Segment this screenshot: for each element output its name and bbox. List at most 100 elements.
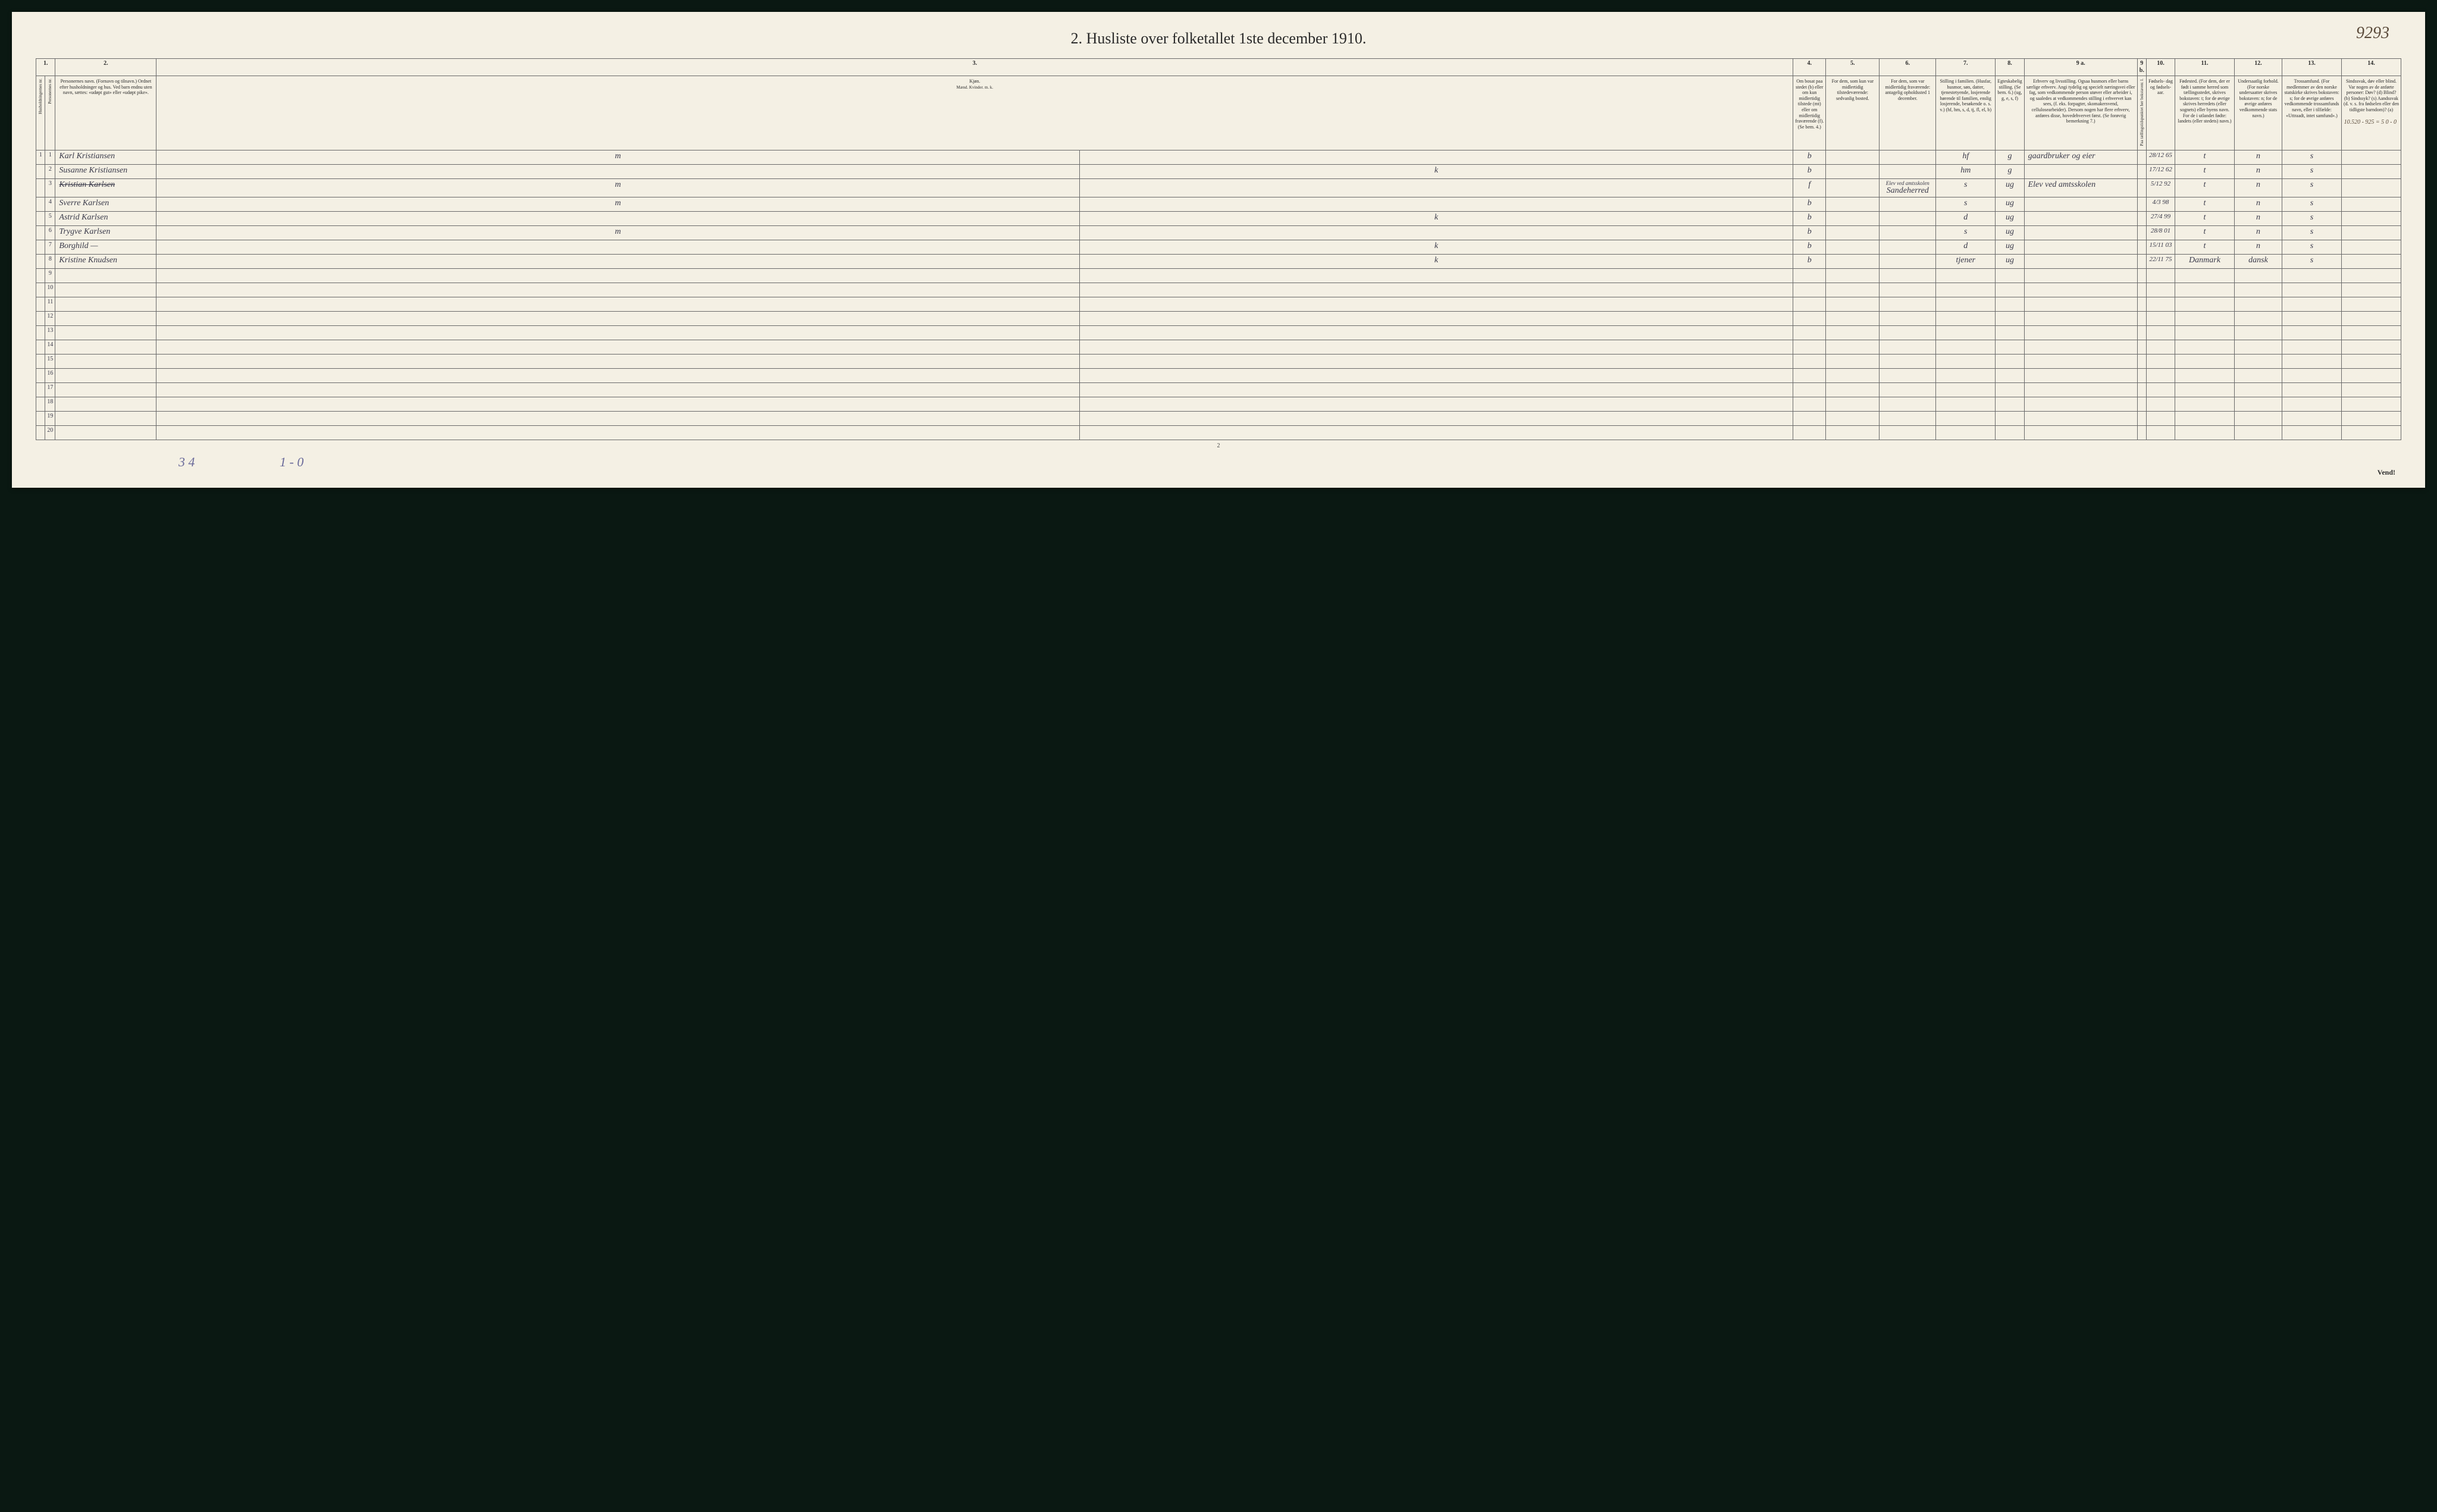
cell-c10: 28/8 01 bbox=[2147, 225, 2175, 240]
cell-c14 bbox=[2342, 150, 2401, 164]
page-number-handwritten: 9293 bbox=[2356, 24, 2389, 43]
cell-hnr bbox=[36, 425, 45, 440]
header-fodsel: Fødsels- dag og fødsels- aar. bbox=[2147, 76, 2175, 150]
cell-bosat: b bbox=[1793, 254, 1826, 268]
cell-c13: s bbox=[2282, 225, 2342, 240]
cell-name bbox=[55, 411, 156, 425]
cell-pnr: 12 bbox=[45, 311, 55, 325]
table-row-empty: 11 bbox=[36, 297, 2401, 311]
cell-c7: tjener bbox=[1936, 254, 1996, 268]
header-stilling-familie: Stilling i familien. (Husfar, husmor, sø… bbox=[1936, 76, 1996, 150]
cell-name bbox=[55, 297, 156, 311]
col-num-10: 10. bbox=[2147, 59, 2175, 76]
cell-c7: s bbox=[1936, 225, 1996, 240]
cell-c7: d bbox=[1936, 240, 1996, 254]
cell-c6 bbox=[1880, 197, 1936, 211]
header-erhverv: Erhverv og livsstilling. Ogsaa husmors e… bbox=[2024, 76, 2137, 150]
cell-name bbox=[55, 340, 156, 354]
cell-c13: s bbox=[2282, 211, 2342, 225]
column-number-row: 1. 2. 3. 4. 5. 6. 7. 8. 9 a. 9 b. 10. 11… bbox=[36, 59, 2401, 76]
cell-c12: dansk bbox=[2235, 254, 2282, 268]
cell-name: Trygve Karlsen bbox=[55, 225, 156, 240]
cell-c6 bbox=[1880, 254, 1936, 268]
table-body: 11Karl Kristiansenmbhfggaardbruker og ei… bbox=[36, 150, 2401, 440]
cell-c14 bbox=[2342, 254, 2401, 268]
table-row-empty: 13 bbox=[36, 325, 2401, 340]
cell-hnr bbox=[36, 211, 45, 225]
cell-c10: 17/12 62 bbox=[2147, 164, 2175, 178]
cell-c5 bbox=[1826, 197, 1880, 211]
cell-hnr bbox=[36, 178, 45, 197]
header-row: Husholdningernes nr. Personernes nr. Per… bbox=[36, 76, 2401, 150]
cell-c10: 22/11 75 bbox=[2147, 254, 2175, 268]
cell-pnr: 2 bbox=[45, 164, 55, 178]
cell-m bbox=[156, 240, 1079, 254]
cell-c12: n bbox=[2235, 164, 2282, 178]
table-row-empty: 12 bbox=[36, 311, 2401, 325]
header-trossamfund: Trossamfund. (For medlemmer av den norsk… bbox=[2282, 76, 2342, 150]
cell-c6 bbox=[1880, 240, 1936, 254]
cell-c9a bbox=[2024, 197, 2137, 211]
cell-c13: s bbox=[2282, 150, 2342, 164]
cell-k bbox=[1079, 197, 1793, 211]
cell-c9a bbox=[2024, 211, 2137, 225]
cell-c12: n bbox=[2235, 150, 2282, 164]
cell-name bbox=[55, 354, 156, 368]
cell-c6 bbox=[1880, 225, 1936, 240]
cell-m: m bbox=[156, 197, 1079, 211]
cell-name bbox=[55, 283, 156, 297]
cell-c7: d bbox=[1936, 211, 1996, 225]
col-num-14: 14. bbox=[2342, 59, 2401, 76]
table-row-empty: 16 bbox=[36, 368, 2401, 382]
cell-hnr bbox=[36, 382, 45, 397]
header-undersaat: Undersaatlig forhold. (For norske unders… bbox=[2235, 76, 2282, 150]
cell-c8: ug bbox=[1996, 211, 2024, 225]
cell-c8: ug bbox=[1996, 197, 2024, 211]
cell-c11: t bbox=[2175, 150, 2235, 164]
cell-name bbox=[55, 311, 156, 325]
cell-hnr bbox=[36, 197, 45, 211]
cell-c9b bbox=[2137, 225, 2146, 240]
cell-k: k bbox=[1079, 240, 1793, 254]
cell-hnr bbox=[36, 325, 45, 340]
col-num-7: 7. bbox=[1936, 59, 1996, 76]
cell-pnr: 7 bbox=[45, 240, 55, 254]
cell-c14 bbox=[2342, 178, 2401, 197]
cell-name bbox=[55, 425, 156, 440]
cell-c5 bbox=[1826, 240, 1880, 254]
cell-hnr bbox=[36, 297, 45, 311]
bottom-tally-2: 1 - 0 bbox=[280, 454, 303, 470]
header-midl-tilstede: For dem, som kun var midlertidig tilsted… bbox=[1826, 76, 1880, 150]
cell-name bbox=[55, 368, 156, 382]
col-num-4: 4. bbox=[1793, 59, 1826, 76]
col-num-5: 5. bbox=[1826, 59, 1880, 76]
table-row-empty: 15 bbox=[36, 354, 2401, 368]
cell-pnr: 8 bbox=[45, 254, 55, 268]
cell-c9b bbox=[2137, 254, 2146, 268]
margin-calculation: 10.520 - 925 = 5 0 - 0 bbox=[2344, 119, 2397, 126]
col-num-6: 6. bbox=[1880, 59, 1936, 76]
cell-hnr bbox=[36, 164, 45, 178]
cell-name: Susanne Kristiansen bbox=[55, 164, 156, 178]
cell-hnr bbox=[36, 268, 45, 283]
cell-m bbox=[156, 254, 1079, 268]
table-row-empty: 14 bbox=[36, 340, 2401, 354]
cell-pnr: 16 bbox=[45, 368, 55, 382]
table-row: 7Borghild —kbdug15/11 03tns bbox=[36, 240, 2401, 254]
cell-c7: s bbox=[1936, 178, 1996, 197]
cell-c14 bbox=[2342, 225, 2401, 240]
cell-pnr: 3 bbox=[45, 178, 55, 197]
table-row: 5Astrid Karlsenkbdug27/4 99tns bbox=[36, 211, 2401, 225]
cell-c13: s bbox=[2282, 178, 2342, 197]
cell-k: k bbox=[1079, 164, 1793, 178]
cell-pnr: 18 bbox=[45, 397, 55, 411]
cell-c11: t bbox=[2175, 240, 2235, 254]
cell-c12: n bbox=[2235, 197, 2282, 211]
cell-c9a bbox=[2024, 164, 2137, 178]
cell-c5 bbox=[1826, 254, 1880, 268]
cell-k bbox=[1079, 150, 1793, 164]
cell-c8: ug bbox=[1996, 225, 2024, 240]
header-name: Personernes navn. (Fornavn og tilnavn.) … bbox=[55, 76, 156, 150]
header-fodested: Fødested. (For dem, der er født i samme … bbox=[2175, 76, 2235, 150]
cell-c9a bbox=[2024, 240, 2137, 254]
